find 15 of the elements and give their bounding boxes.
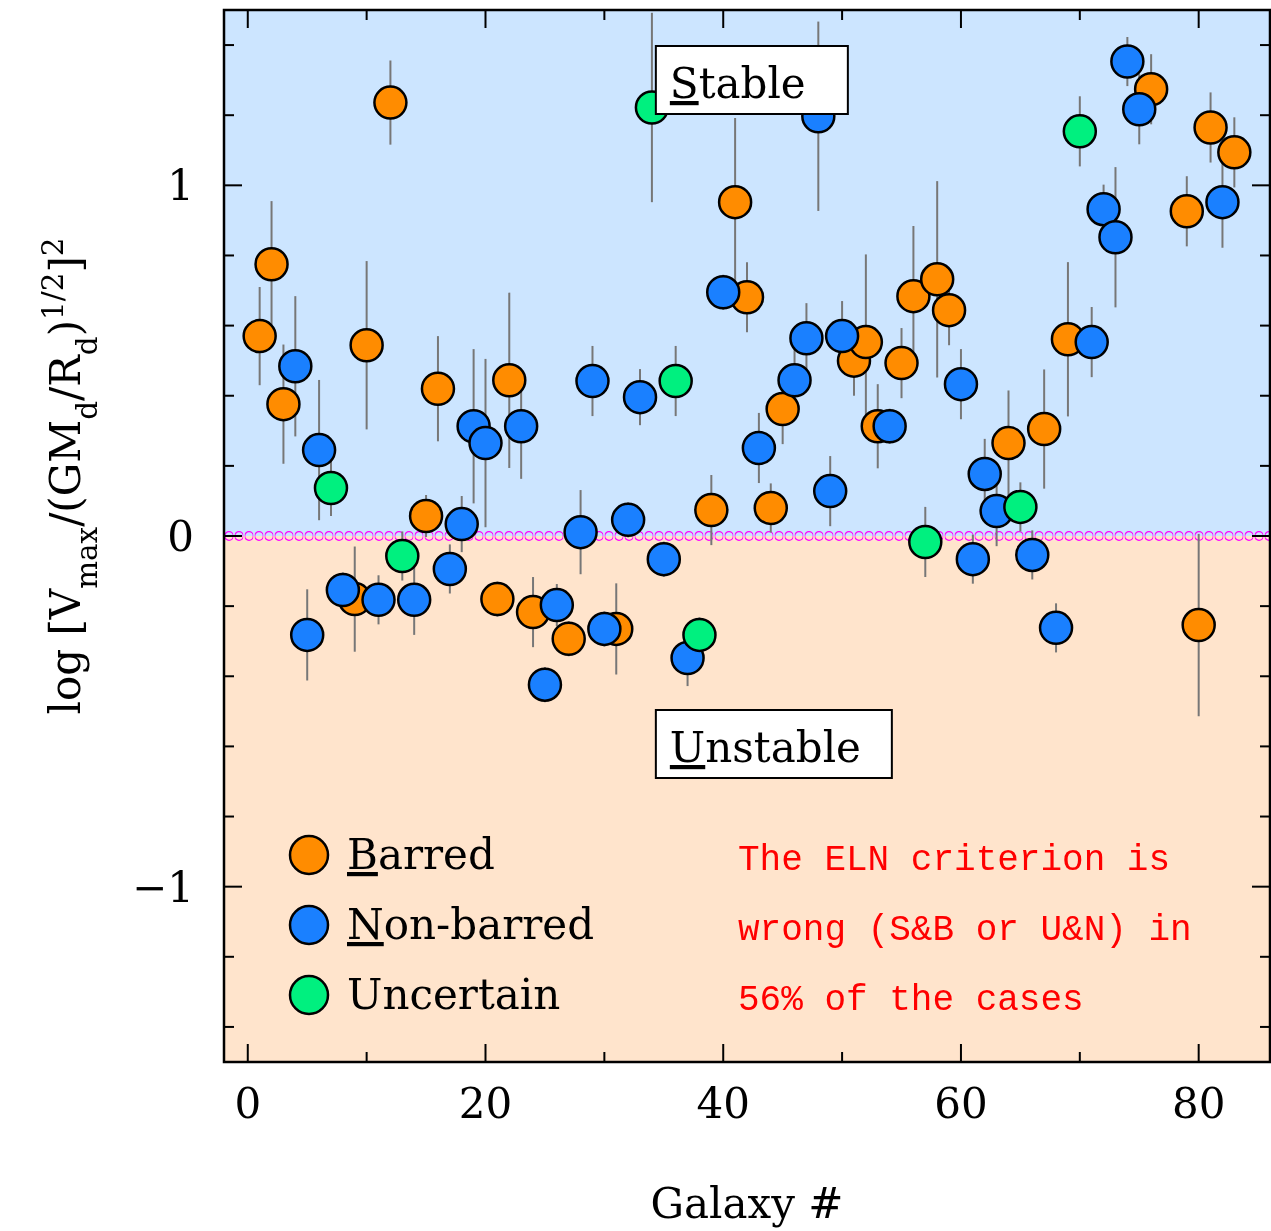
legend-label: Uncertain <box>347 970 561 1019</box>
legend-label: Non-barred <box>347 900 595 949</box>
x-tick-label: 0 <box>234 1079 262 1128</box>
legend-label: Barred <box>347 830 495 879</box>
band-label: Unstable <box>669 723 861 772</box>
y-tick-label: 1 <box>167 161 194 211</box>
y-tick-label: −1 <box>132 862 194 912</box>
x-tick-label: 60 <box>934 1079 988 1128</box>
annotation: The ELN criterion is wrong (S&B or U&N) in 56% of the cases <box>738 840 1192 1021</box>
band-label: Stable <box>669 59 806 108</box>
x-tick-label: 20 <box>458 1079 513 1128</box>
x-tick-label: 80 <box>1171 1079 1226 1128</box>
x-axis-title: Galaxy # <box>650 1179 844 1228</box>
y-tick-label: 0 <box>167 512 194 561</box>
x-tick-label: 40 <box>696 1079 750 1128</box>
